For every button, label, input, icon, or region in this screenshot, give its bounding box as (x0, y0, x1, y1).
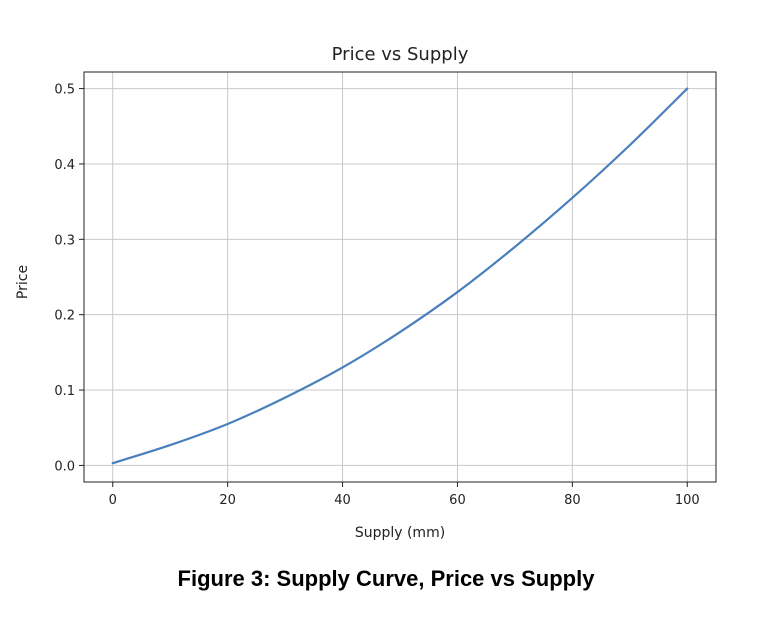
price-vs-supply-chart: 0 20 40 60 80 100 0.0 0.1 0.2 0.3 0.4 0.5 Price vs… (15, 44, 717, 541)
plot-frame (83, 71, 717, 483)
y-tick-label: 0.0 (54, 459, 75, 474)
y-axis-ticks: 0.0 0.1 0.2 0.3 0.4 0.5 (54, 83, 84, 474)
y-tick-label: 0.1 (54, 384, 75, 399)
y-tick-label: 0.2 (54, 309, 75, 324)
x-axis-ticks: 0 20 40 60 80 100 (109, 482, 700, 508)
data-points (113, 88, 688, 463)
x-tick-label: 40 (334, 493, 351, 508)
figure-caption: Figure 3: Supply Curve, Price vs Supply (177, 566, 595, 591)
x-tick-label: 80 (564, 493, 581, 508)
x-tick-label: 60 (449, 493, 466, 508)
chart-title: Price vs Supply (332, 44, 469, 65)
x-tick-label: 100 (675, 493, 700, 508)
x-tick-label: 20 (219, 493, 236, 508)
grid (84, 72, 716, 482)
y-tick-label: 0.5 (54, 83, 75, 98)
y-tick-label: 0.3 (54, 233, 75, 248)
x-axis-label: Supply (mm) (355, 525, 445, 541)
y-tick-label: 0.4 (54, 158, 75, 173)
x-tick-label: 0 (109, 493, 117, 508)
series-line (111, 87, 689, 465)
y-axis-label: Price (15, 265, 31, 299)
